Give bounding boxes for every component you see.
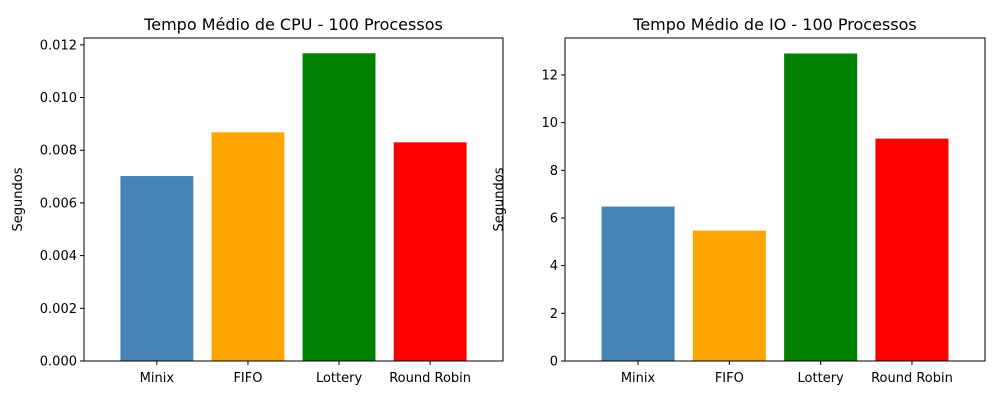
x-tick-label: Lottery	[316, 371, 363, 386]
y-tick-label: 8	[550, 164, 558, 179]
y-tick-label: 10	[541, 116, 558, 131]
bar-fifo	[692, 230, 766, 361]
chart-cpu: Tempo Médio de CPU - 100 Processos Segun…	[11, 15, 504, 386]
y-tick-label: 6	[550, 211, 558, 226]
x-tick-label: Minix	[621, 371, 656, 386]
axes-frame	[564, 37, 986, 362]
y-tick-label: 0	[550, 355, 558, 370]
x-tick-label: FIFO	[715, 371, 744, 386]
y-tick-label: 0.012	[40, 38, 77, 53]
bar-fifo	[211, 132, 285, 361]
bar-lottery	[784, 53, 858, 361]
y-tick-label: 4	[550, 259, 558, 274]
chart-io-title: Tempo Médio de IO - 100 Processos	[632, 15, 916, 34]
bar-minix	[120, 176, 194, 361]
x-tick-label: FIFO	[233, 371, 262, 386]
bar-round-robin	[393, 142, 467, 361]
chart-cpu-ylabel: Segundos	[11, 167, 26, 231]
x-tick-label: Round Robin	[871, 371, 953, 386]
chart-io-ylabel: Segundos	[492, 167, 507, 231]
axes-frame	[83, 37, 504, 362]
y-tick-label: 0.002	[40, 302, 77, 317]
y-tick-label: 0.004	[40, 249, 77, 264]
x-tick-label: Round Robin	[389, 371, 471, 386]
bar-lottery	[302, 53, 376, 362]
chart-cpu-title: Tempo Médio de CPU - 100 Processos	[143, 15, 443, 34]
y-tick-label: 0.006	[40, 196, 77, 211]
y-tick-label: 0.010	[40, 91, 77, 106]
bar-round-robin	[875, 138, 949, 361]
bar-minix	[601, 206, 675, 361]
chart-io: Tempo Médio de IO - 100 Processos Segund…	[492, 15, 986, 386]
x-tick-label: Lottery	[798, 371, 845, 386]
y-tick-label: 12	[541, 68, 558, 83]
y-tick-label: 0.008	[40, 144, 77, 159]
y-tick-label: 2	[550, 307, 558, 322]
y-tick-label: 0.000	[40, 355, 77, 370]
x-tick-label: Minix	[140, 371, 175, 386]
